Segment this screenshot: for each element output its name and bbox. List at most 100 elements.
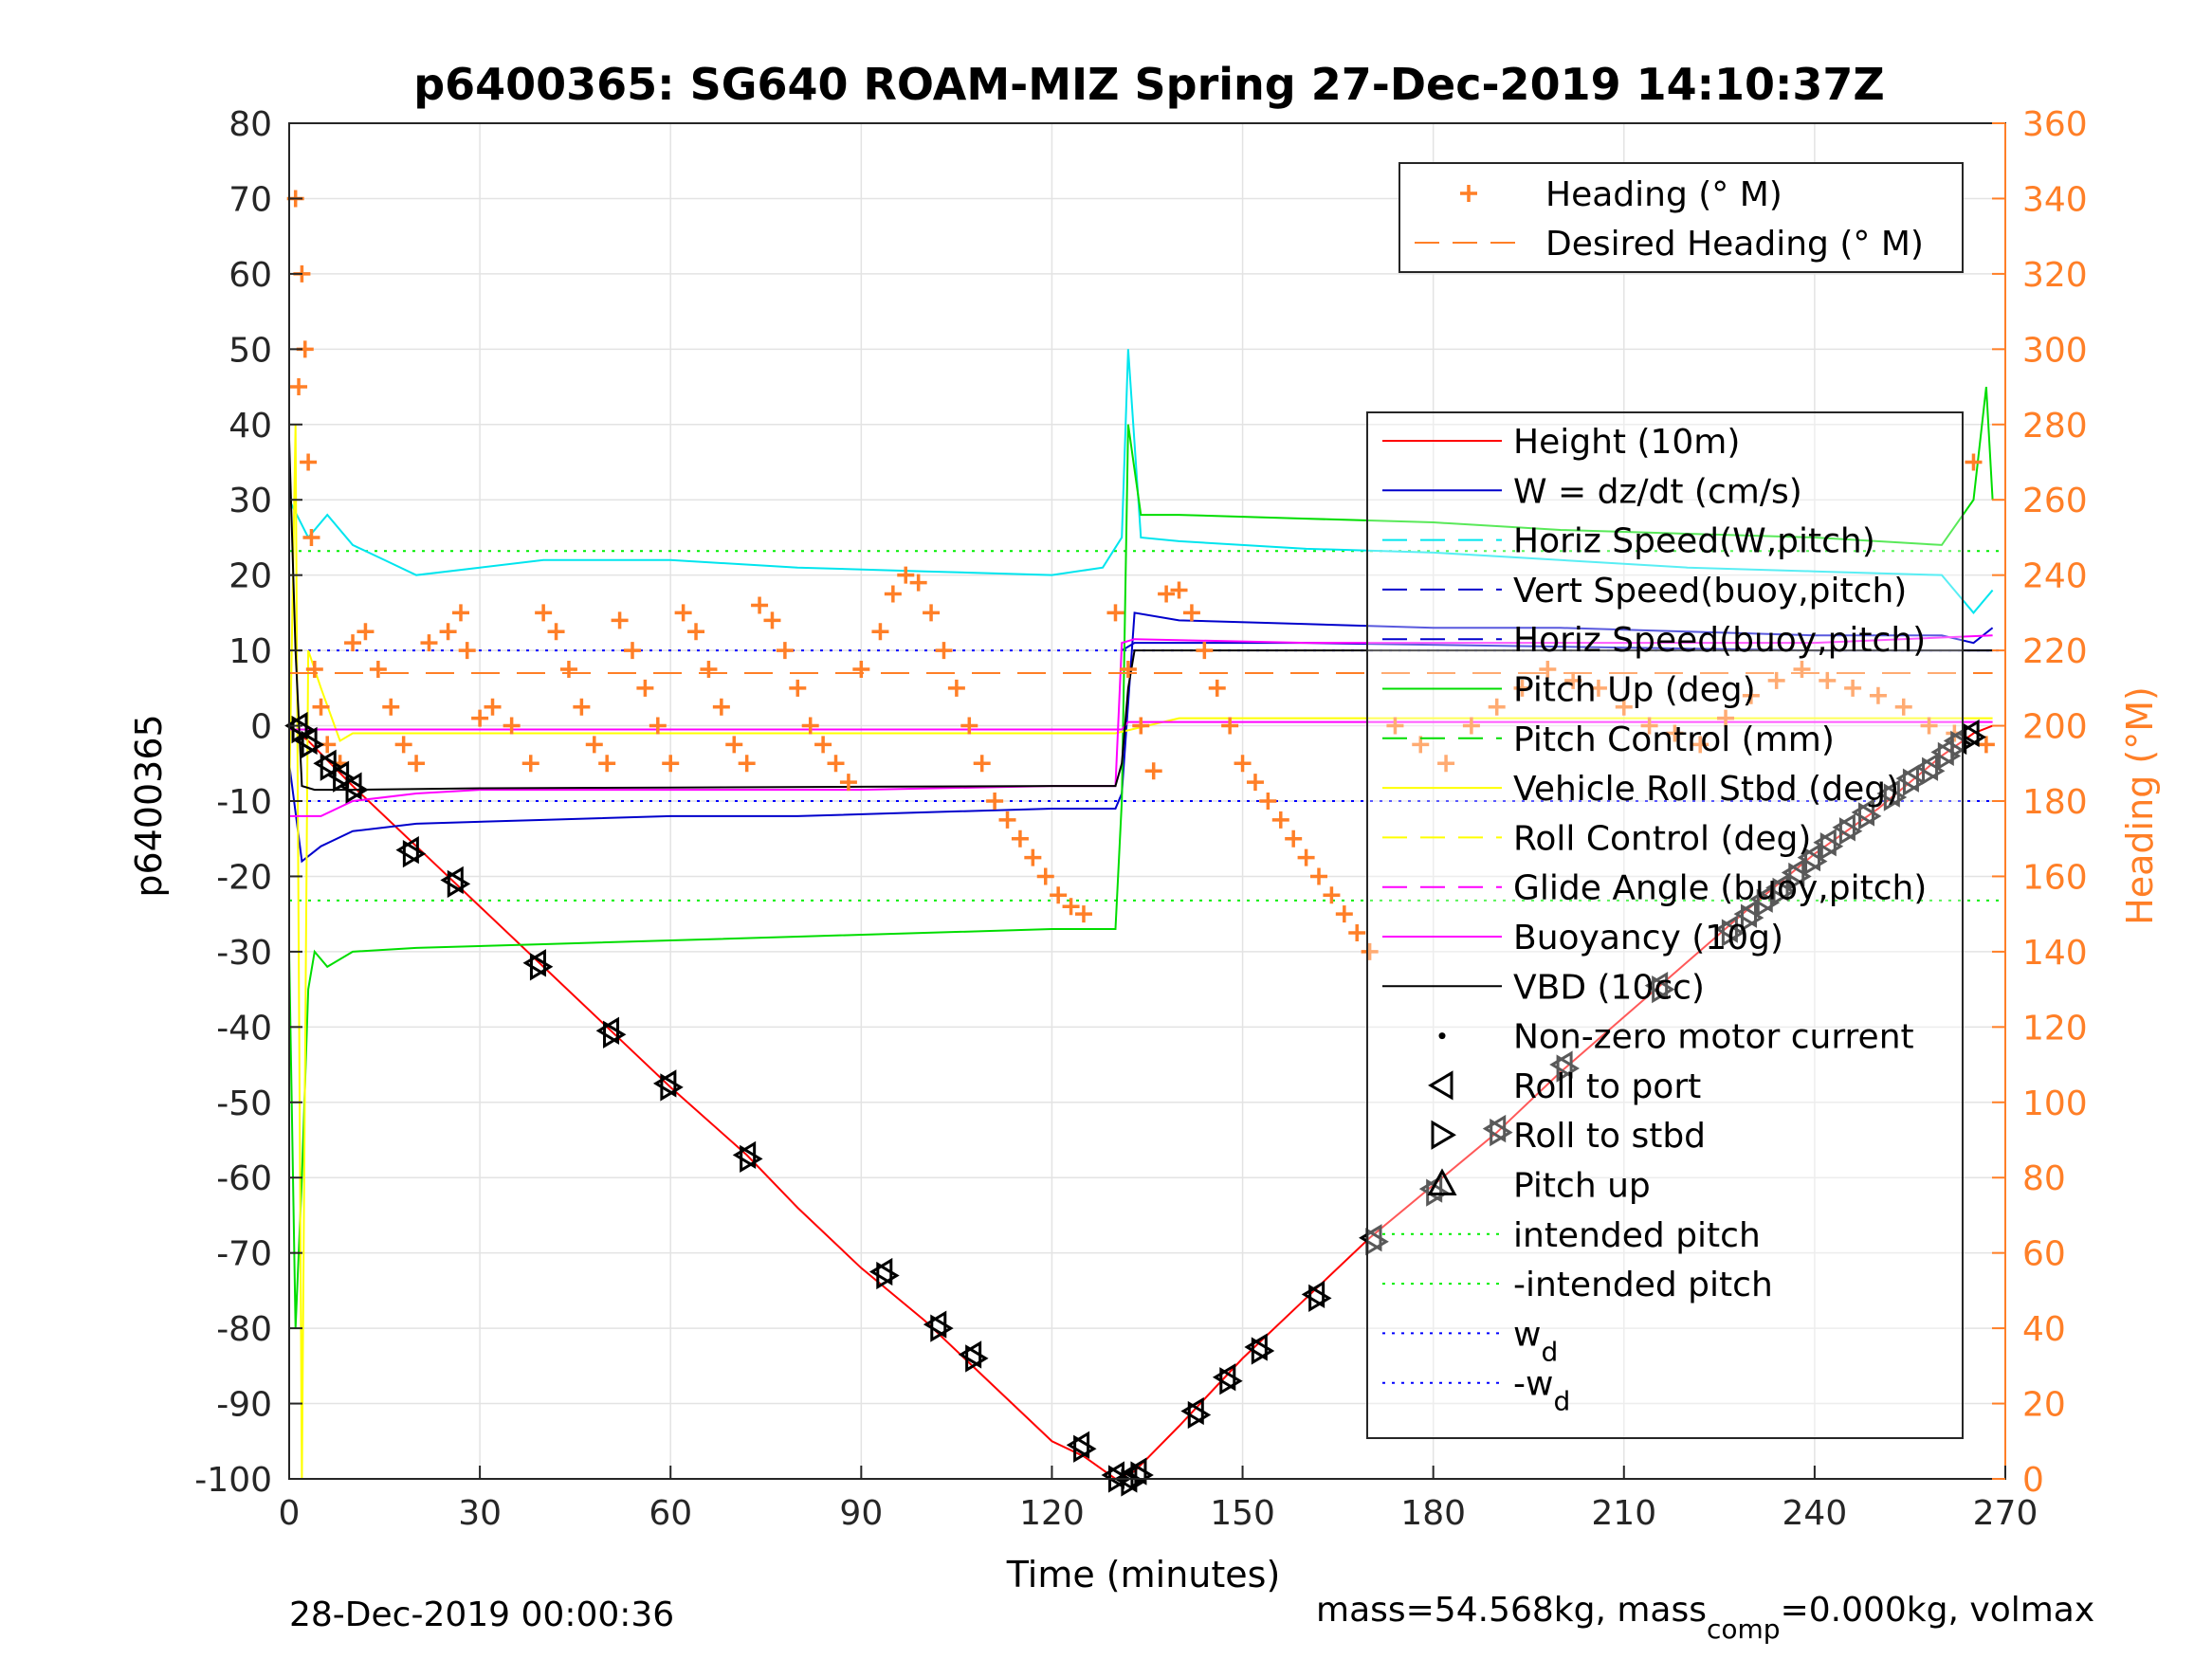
footer-mass-sub: comp	[1707, 1613, 1781, 1645]
heading-point	[1361, 942, 1379, 960]
heading-point	[1132, 717, 1150, 735]
heading-point	[573, 698, 591, 716]
y2-tick-label: 360	[2022, 105, 2088, 144]
roll-stbd-marker	[1788, 862, 1812, 891]
y-tick-label: 60	[229, 256, 272, 295]
heading-point	[871, 623, 889, 641]
y2-tick-label: 300	[2022, 331, 2088, 370]
heading-point	[611, 611, 629, 629]
roll-stbd-marker	[965, 1344, 989, 1373]
x-tick-label: 270	[1973, 1494, 2038, 1533]
heading-point	[1234, 755, 1252, 773]
y2-axis-label: Heading (°M)	[2119, 686, 2161, 925]
legend-label: -wd	[1513, 1365, 1570, 1417]
y-tick-label: 50	[229, 331, 272, 370]
heading-layer	[286, 190, 1995, 960]
y2-tick-label: 160	[2022, 858, 2088, 897]
roll-stbd-marker	[1490, 1118, 1513, 1147]
legend-label: Heading (° M)	[1545, 175, 1782, 214]
y2-tick-label: 0	[2022, 1461, 2044, 1500]
y2-tick-label: 260	[2022, 482, 2088, 520]
y2-tick-label: 220	[2022, 632, 2088, 671]
x-axis-label: Time (minutes)	[1006, 1554, 1281, 1595]
heading-point	[1221, 717, 1239, 735]
footer-mass: mass=54.568kg, masscomp=0.000kg, volmax	[1316, 1591, 2094, 1645]
x-tick-label: 180	[1400, 1494, 1466, 1533]
legend-label: Pitch Up (deg)	[1513, 671, 1756, 710]
series-line	[288, 424, 1993, 1480]
y-tick-label: 70	[229, 180, 272, 219]
heading-point	[305, 660, 323, 678]
heading-point	[725, 736, 743, 754]
roll-stbd-marker	[1556, 1054, 1581, 1083]
x-tick-label: 210	[1591, 1494, 1656, 1533]
heading-point	[420, 634, 438, 652]
heading-point	[1793, 660, 1811, 678]
y-tick-label: -70	[216, 1235, 272, 1274]
y2-tick-label: 240	[2022, 557, 2088, 596]
roll-stbd-marker	[1130, 1461, 1154, 1489]
heading-point	[547, 623, 565, 641]
heading-point	[712, 698, 730, 716]
reference-lines	[289, 550, 2005, 902]
heading-point	[559, 660, 577, 678]
heading-point	[503, 717, 521, 735]
y-tick-label: 80	[229, 105, 272, 144]
roll-stbd-marker	[1741, 903, 1764, 932]
heading-point	[935, 642, 953, 660]
y-tick-label: 0	[250, 708, 272, 747]
heading-point	[1462, 717, 1480, 735]
legend-swatch	[1431, 1120, 1456, 1150]
legend-main-box	[1366, 411, 1964, 1439]
legend-label: Pitch up	[1513, 1167, 1651, 1206]
heading-point	[884, 585, 902, 603]
heading-point	[302, 528, 320, 546]
heading-point	[1488, 698, 1506, 716]
y2-tick-label: 180	[2022, 783, 2088, 822]
legend-label: VBD (10cc)	[1513, 968, 1705, 1007]
marker-layer	[284, 711, 1987, 1497]
heading-point	[439, 623, 457, 641]
legend-label: Vert Speed(buoy,pitch)	[1513, 572, 1907, 611]
y-tick-label: -10	[216, 783, 272, 822]
heading-point	[1844, 679, 1862, 697]
legend-label: Horiz Speed(buoy,pitch)	[1513, 621, 1926, 660]
heading-point	[1074, 905, 1092, 923]
heading-point	[1819, 671, 1837, 689]
roll-stbd-marker	[1838, 817, 1863, 846]
heading-point	[1196, 642, 1214, 660]
roll-stbd-marker	[1187, 1400, 1212, 1430]
legend-label: Pitch Control (mm)	[1513, 720, 1835, 759]
legend-swatch	[1438, 1032, 1446, 1040]
axes-layer: 0 30 60 90 120 150 180 210 240 270 80 70 60 50 40 30 20 1…	[194, 105, 2087, 1533]
roll-stbd-marker	[529, 953, 554, 981]
legend-swatch	[1428, 1070, 1453, 1101]
heading-point	[312, 698, 330, 716]
heading-point	[471, 709, 489, 727]
heading-point	[1386, 717, 1404, 735]
legend-top-box	[1398, 162, 1964, 273]
heading-point	[789, 679, 807, 697]
heading-point	[1119, 660, 1137, 678]
heading-point	[1640, 717, 1658, 735]
series-line	[288, 439, 1993, 792]
heading-point	[1589, 679, 1607, 697]
legend-swatch	[1427, 1168, 1457, 1195]
heading-point	[1539, 660, 1557, 678]
roll-stbd-marker	[1219, 1367, 1243, 1395]
heading-point	[662, 755, 680, 773]
heading-point	[458, 642, 476, 660]
heading-point	[598, 755, 616, 773]
roll-stbd-marker	[660, 1073, 684, 1102]
y2-tick-label: 140	[2022, 934, 2088, 973]
legend-label: Desired Heading (° M)	[1545, 225, 1924, 264]
x-tick-label: 150	[1210, 1494, 1275, 1533]
heading-point	[923, 604, 941, 622]
y2-tick-label: 60	[2022, 1235, 2066, 1274]
legend-label: Glide Angle (buoy,pitch)	[1513, 869, 1927, 908]
y-tick-label: 30	[229, 482, 272, 520]
heading-point	[356, 623, 375, 641]
y-tick-label: -80	[216, 1310, 272, 1349]
legend-swatch	[1460, 185, 1477, 202]
heading-point	[1437, 755, 1455, 773]
